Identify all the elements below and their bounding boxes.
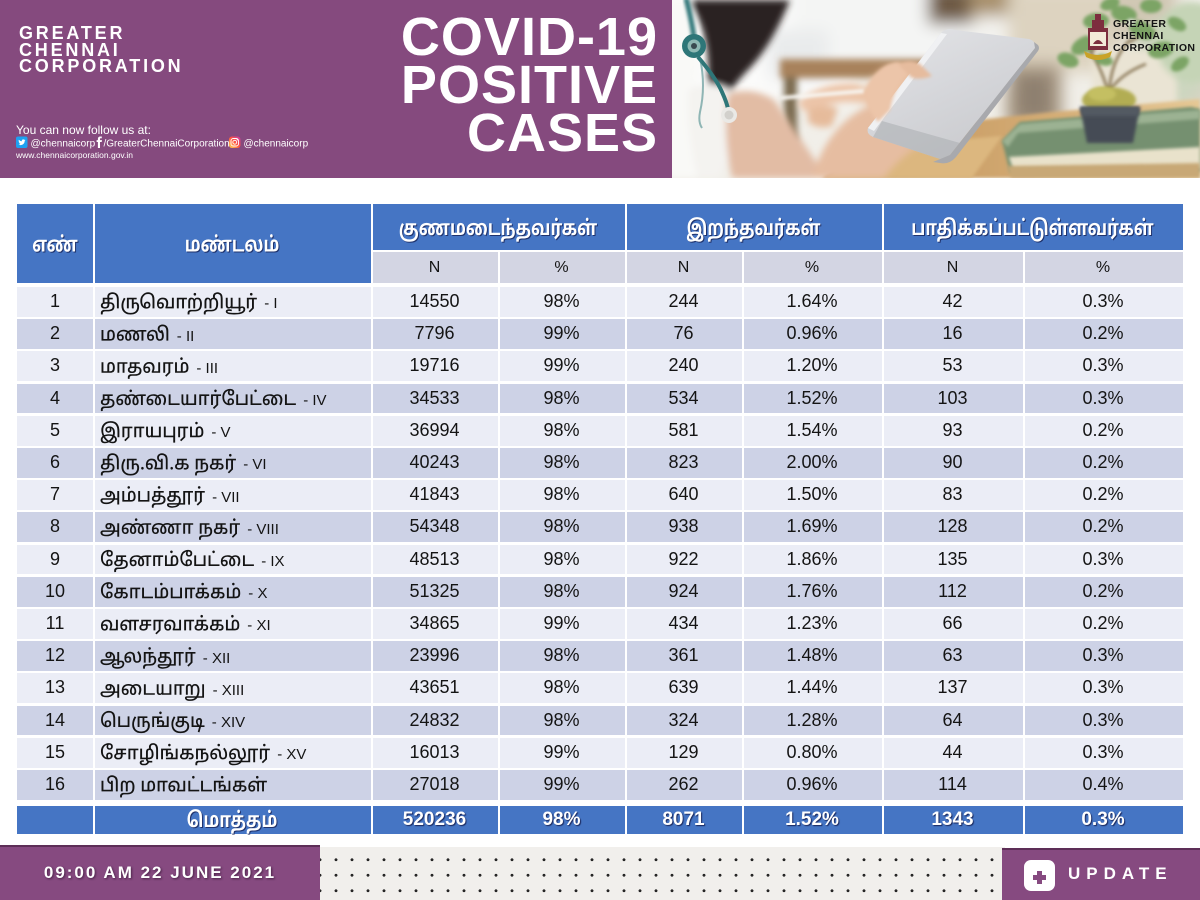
svg-text:@chennaicorp: @chennaicorp — [31, 139, 96, 150]
svg-text:CORPORATION: CORPORATION — [1113, 42, 1195, 54]
svg-text:@chennaicorp: @chennaicorp — [244, 139, 309, 150]
svg-text:/GreaterChennaiCorporation: /GreaterChennaiCorporation — [104, 139, 230, 150]
svg-text:CHENNAI: CHENNAI — [1113, 30, 1164, 42]
svg-text:GREATER: GREATER — [1113, 18, 1166, 30]
